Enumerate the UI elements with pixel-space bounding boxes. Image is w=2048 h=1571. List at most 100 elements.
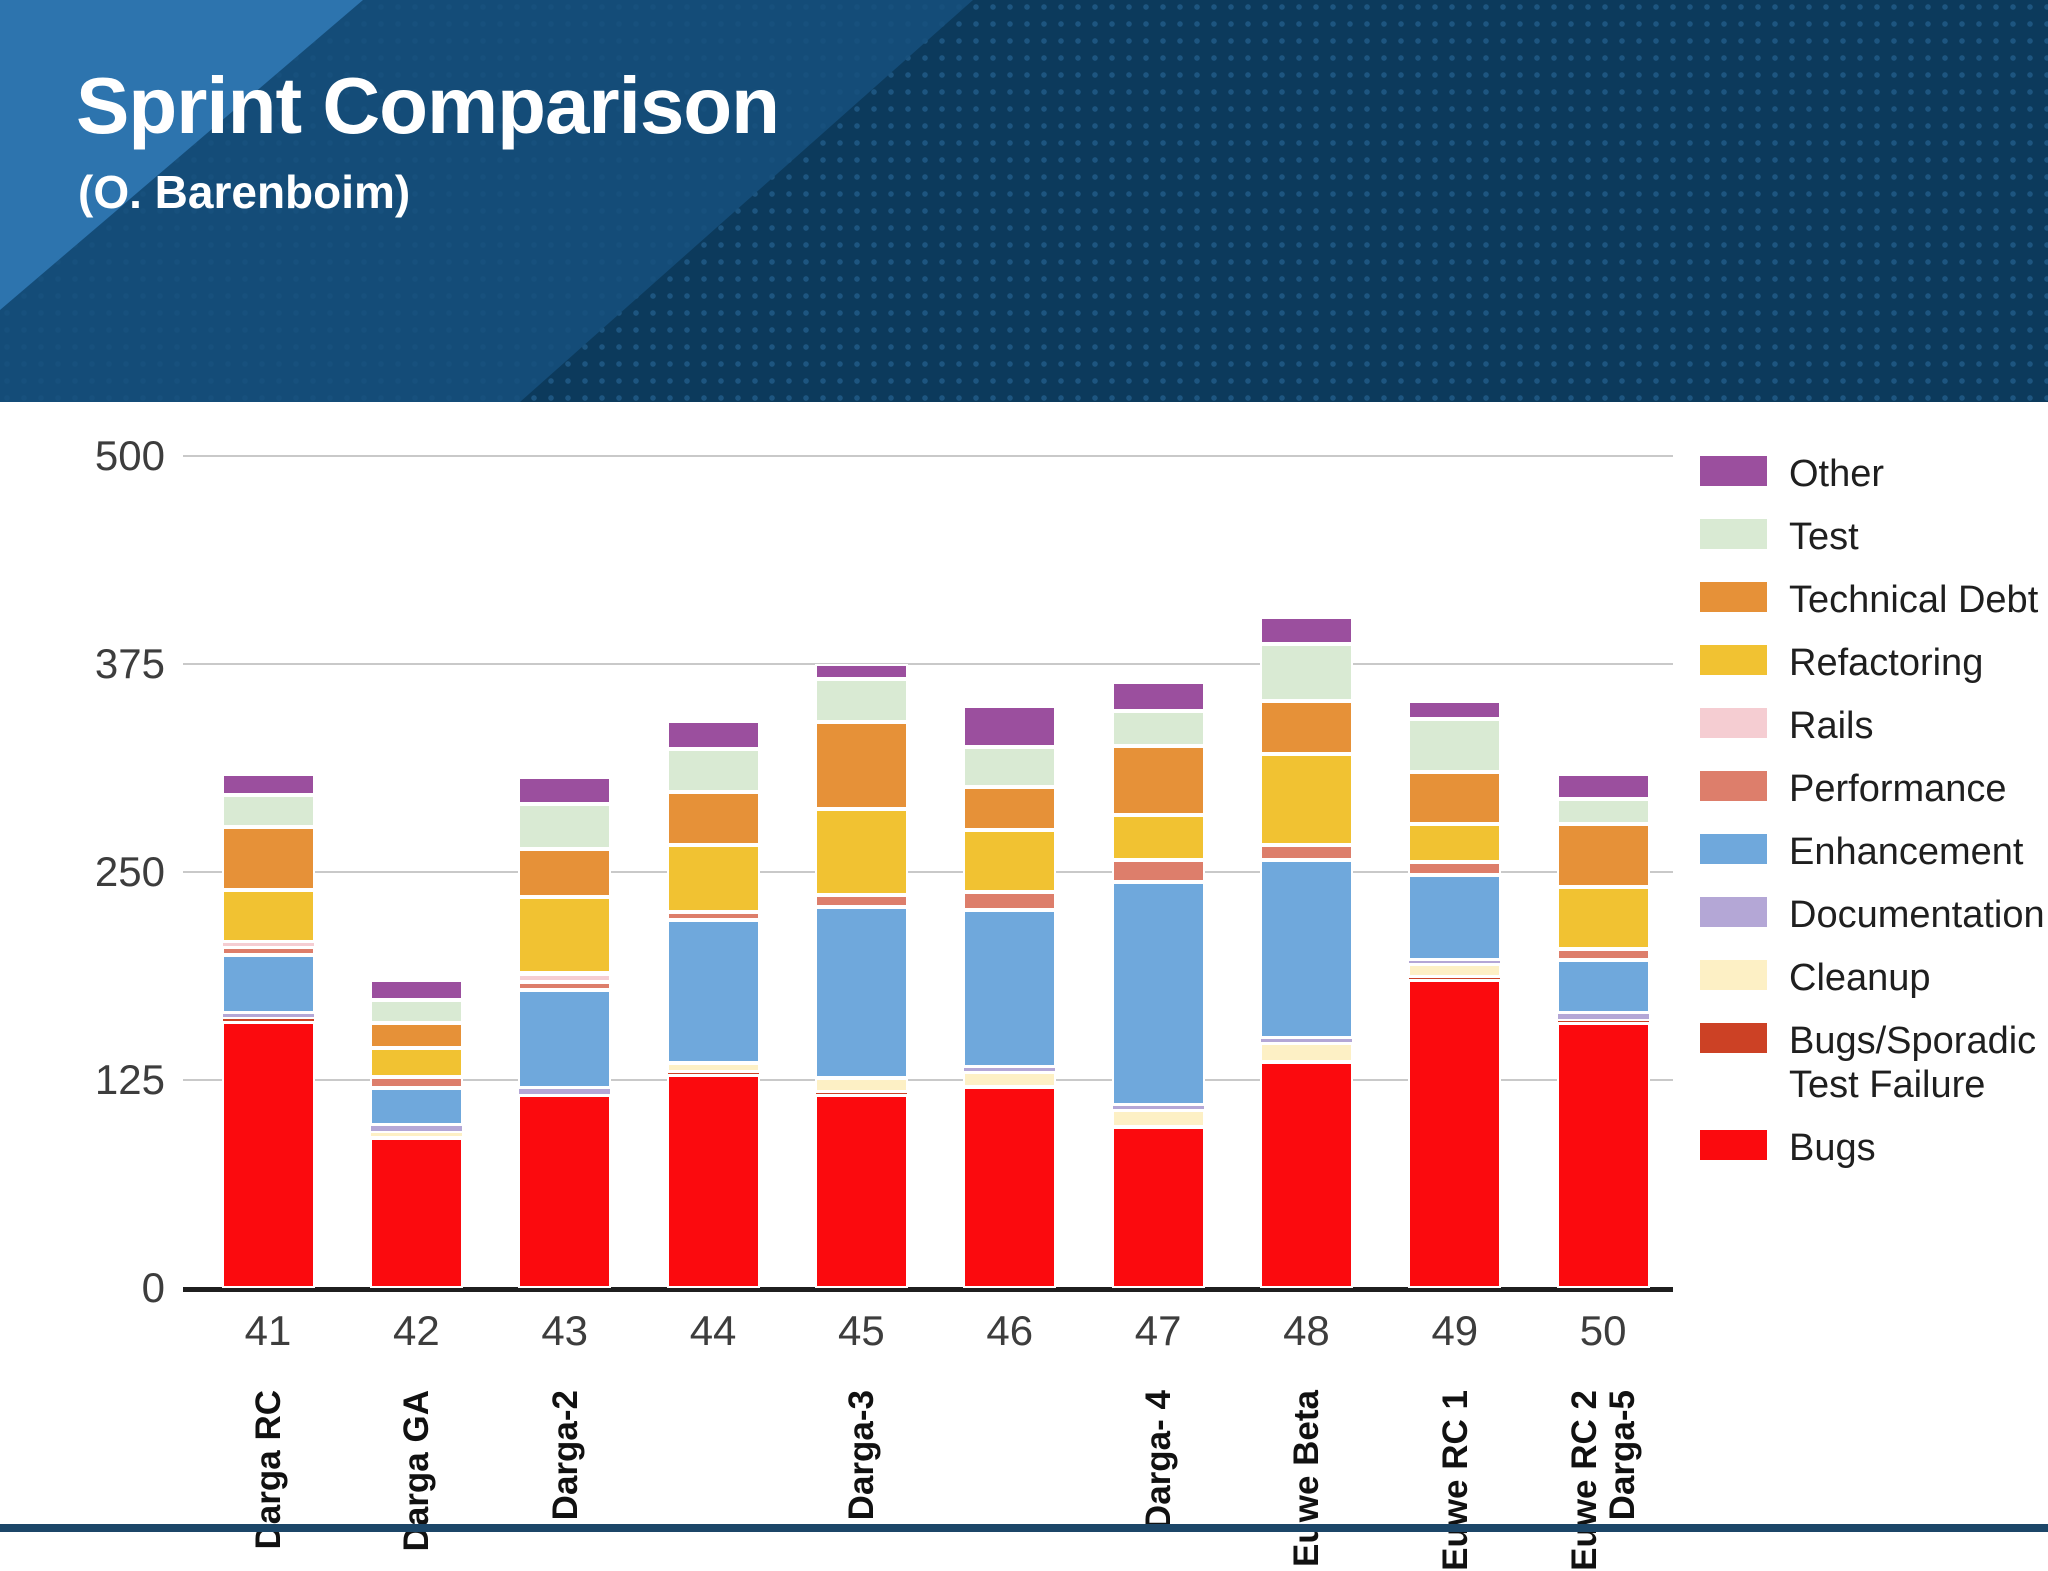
- bar-segment-other-sprint-43: [518, 777, 612, 804]
- bar-segment-bugs-sprint-48: [1259, 1061, 1353, 1288]
- bar-segment-technical-debt-sprint-45: [814, 722, 908, 809]
- x-tick-label-41: 41: [244, 1307, 292, 1354]
- bar-segment-performance-sprint-48: [1259, 845, 1353, 861]
- bar-segment-test-sprint-49: [1408, 718, 1502, 773]
- bar-segment-refactoring-sprint-45: [814, 808, 908, 896]
- legend-label: Other: [1789, 453, 1885, 495]
- bar-segment-bugs-sprint-50: [1556, 1023, 1650, 1288]
- legend-swatch: [1700, 834, 1767, 864]
- x-axis-sublabel-45: Darga-3: [842, 1390, 882, 1521]
- bar-segment-refactoring-sprint-50: [1556, 886, 1650, 949]
- bar-segment-documentation-sprint-50: [1556, 1013, 1650, 1021]
- bar-segment-enhancement-sprint-50: [1556, 960, 1650, 1014]
- bar-segment-technical-debt-sprint-49: [1408, 772, 1502, 824]
- legend-item: Documentation: [1700, 893, 2048, 937]
- legend-label: Documentation: [1789, 894, 2045, 936]
- bar-segment-test-sprint-48: [1259, 644, 1353, 701]
- x-axis-sublabel-50: Darga-5: [1603, 1390, 1643, 1521]
- bar-segment-technical-debt-sprint-48: [1259, 700, 1353, 754]
- bar-segment-bugs-sporadic-test-failure-sprint-42: [369, 1136, 463, 1139]
- x-axis-sublabel-48: Euwe Beta: [1287, 1390, 1327, 1567]
- bar-segment-other-sprint-48: [1259, 617, 1353, 645]
- bar-segment-bugs-sporadic-test-failure-sprint-49: [1408, 976, 1502, 981]
- bar-segment-refactoring-sprint-43: [518, 896, 612, 974]
- bar-segment-enhancement-sprint-46: [963, 910, 1057, 1067]
- legend-item: Bugs: [1700, 1126, 2048, 1170]
- legend-swatch: [1700, 771, 1767, 801]
- bar-segment-other-sprint-41: [221, 773, 315, 796]
- bar-segment-performance-sprint-42: [369, 1076, 463, 1089]
- bar-segment-performance-sprint-46: [963, 891, 1057, 911]
- bar-segment-cleanup-sprint-44: [666, 1063, 760, 1072]
- bar-segment-enhancement-sprint-44: [666, 920, 760, 1064]
- legend-label: Cleanup: [1789, 957, 1931, 999]
- bar-segment-technical-debt-sprint-42: [369, 1023, 463, 1049]
- bar-segment-other-sprint-42: [369, 980, 463, 1001]
- bar-segment-refactoring-sprint-48: [1259, 753, 1353, 846]
- legend-item: Refactoring: [1700, 641, 2048, 685]
- legend-swatch: [1700, 645, 1767, 675]
- chart-legend: Other Test Technical Debt Refactoring Rails P…: [1700, 452, 2048, 1189]
- bar-segment-performance-sprint-41: [221, 946, 315, 956]
- bar-segment-refactoring-sprint-47: [1111, 815, 1205, 861]
- bar-segment-performance-sprint-44: [666, 911, 760, 921]
- bar-segment-cleanup-sprint-47: [1111, 1109, 1205, 1127]
- bar-segment-bugs-sprint-46: [963, 1086, 1057, 1288]
- footer-accent-line: [0, 1524, 2048, 1532]
- legend-item: Cleanup: [1700, 956, 2048, 1000]
- legend-label: Test: [1789, 516, 1859, 558]
- legend-swatch: [1700, 582, 1767, 612]
- bar-segment-bugs-sprint-47: [1111, 1126, 1205, 1288]
- bar-segment-test-sprint-41: [221, 795, 315, 828]
- bar-segment-technical-debt-sprint-41: [221, 827, 315, 891]
- bar-segment-other-sprint-47: [1111, 682, 1205, 711]
- bar-segment-technical-debt-sprint-47: [1111, 745, 1205, 816]
- bar-segment-test-sprint-43: [518, 803, 612, 849]
- bar-segment-bugs-sprint-49: [1408, 980, 1502, 1288]
- y-tick-label: 375: [94, 640, 165, 687]
- slide-header: Sprint Comparison (O. Barenboim): [0, 0, 2048, 402]
- x-axis-sublabel-49: Euwe RC 1: [1435, 1390, 1475, 1571]
- bar-segment-bugs-sprint-42: [369, 1138, 463, 1288]
- bar-segment-bugs-sporadic-test-failure-sprint-50: [1556, 1020, 1650, 1024]
- legend-label: Rails: [1789, 705, 1874, 747]
- bar-segment-cleanup-sprint-42: [369, 1131, 463, 1137]
- legend-swatch: [1700, 1023, 1767, 1053]
- legend-label: Enhancement: [1789, 831, 2024, 873]
- bar-segment-enhancement-sprint-47: [1111, 881, 1205, 1105]
- bar-segment-refactoring-sprint-42: [369, 1048, 463, 1077]
- bar-segment-test-sprint-47: [1111, 710, 1205, 746]
- bar-segment-technical-debt-sprint-43: [518, 848, 612, 897]
- bar-segment-performance-sprint-43: [518, 981, 612, 991]
- page-subtitle: (O. Barenboim): [78, 166, 411, 218]
- legend-label: Performance: [1789, 768, 2007, 810]
- x-tick-label-42: 42: [392, 1307, 440, 1354]
- bar-segment-test-sprint-46: [963, 747, 1057, 788]
- bar-segment-rails-sprint-43: [518, 973, 612, 982]
- bar-segment-bugs-sprint-45: [814, 1094, 908, 1288]
- bar-segment-refactoring-sprint-44: [666, 845, 760, 912]
- legend-swatch: [1700, 897, 1767, 927]
- bar-segment-technical-debt-sprint-50: [1556, 823, 1650, 887]
- x-axis-sublabel-43: Darga-2: [545, 1390, 585, 1521]
- page-title: Sprint Comparison: [76, 61, 780, 150]
- bar-segment-other-sprint-46: [963, 705, 1057, 748]
- bar-segment-enhancement-sprint-45: [814, 906, 908, 1079]
- legend-item: Rails: [1700, 704, 2048, 748]
- bar-segment-bugs-sporadic-test-failure-sprint-44: [666, 1071, 760, 1075]
- y-tick-label: 0: [141, 1264, 165, 1311]
- bar-segment-bugs-sprint-41: [221, 1021, 315, 1288]
- bar-segment-refactoring-sprint-46: [963, 830, 1057, 892]
- x-tick-label-45: 45: [838, 1307, 885, 1354]
- legend-swatch: [1700, 456, 1767, 486]
- x-tick-label-48: 48: [1283, 1307, 1330, 1354]
- bar-segment-test-sprint-42: [369, 1000, 463, 1024]
- gridline: [183, 1079, 1673, 1081]
- bar-segment-bugs-sprint-43: [518, 1094, 612, 1288]
- bar-segment-performance-sprint-49: [1408, 862, 1502, 876]
- bar-segment-performance-sprint-47: [1111, 860, 1205, 882]
- legend-item: Test: [1700, 515, 2048, 559]
- x-axis-sublabel-47: Darga- 4: [1139, 1390, 1179, 1531]
- bar-segment-performance-sprint-45: [814, 895, 908, 907]
- bar-segment-other-sprint-50: [1556, 773, 1650, 799]
